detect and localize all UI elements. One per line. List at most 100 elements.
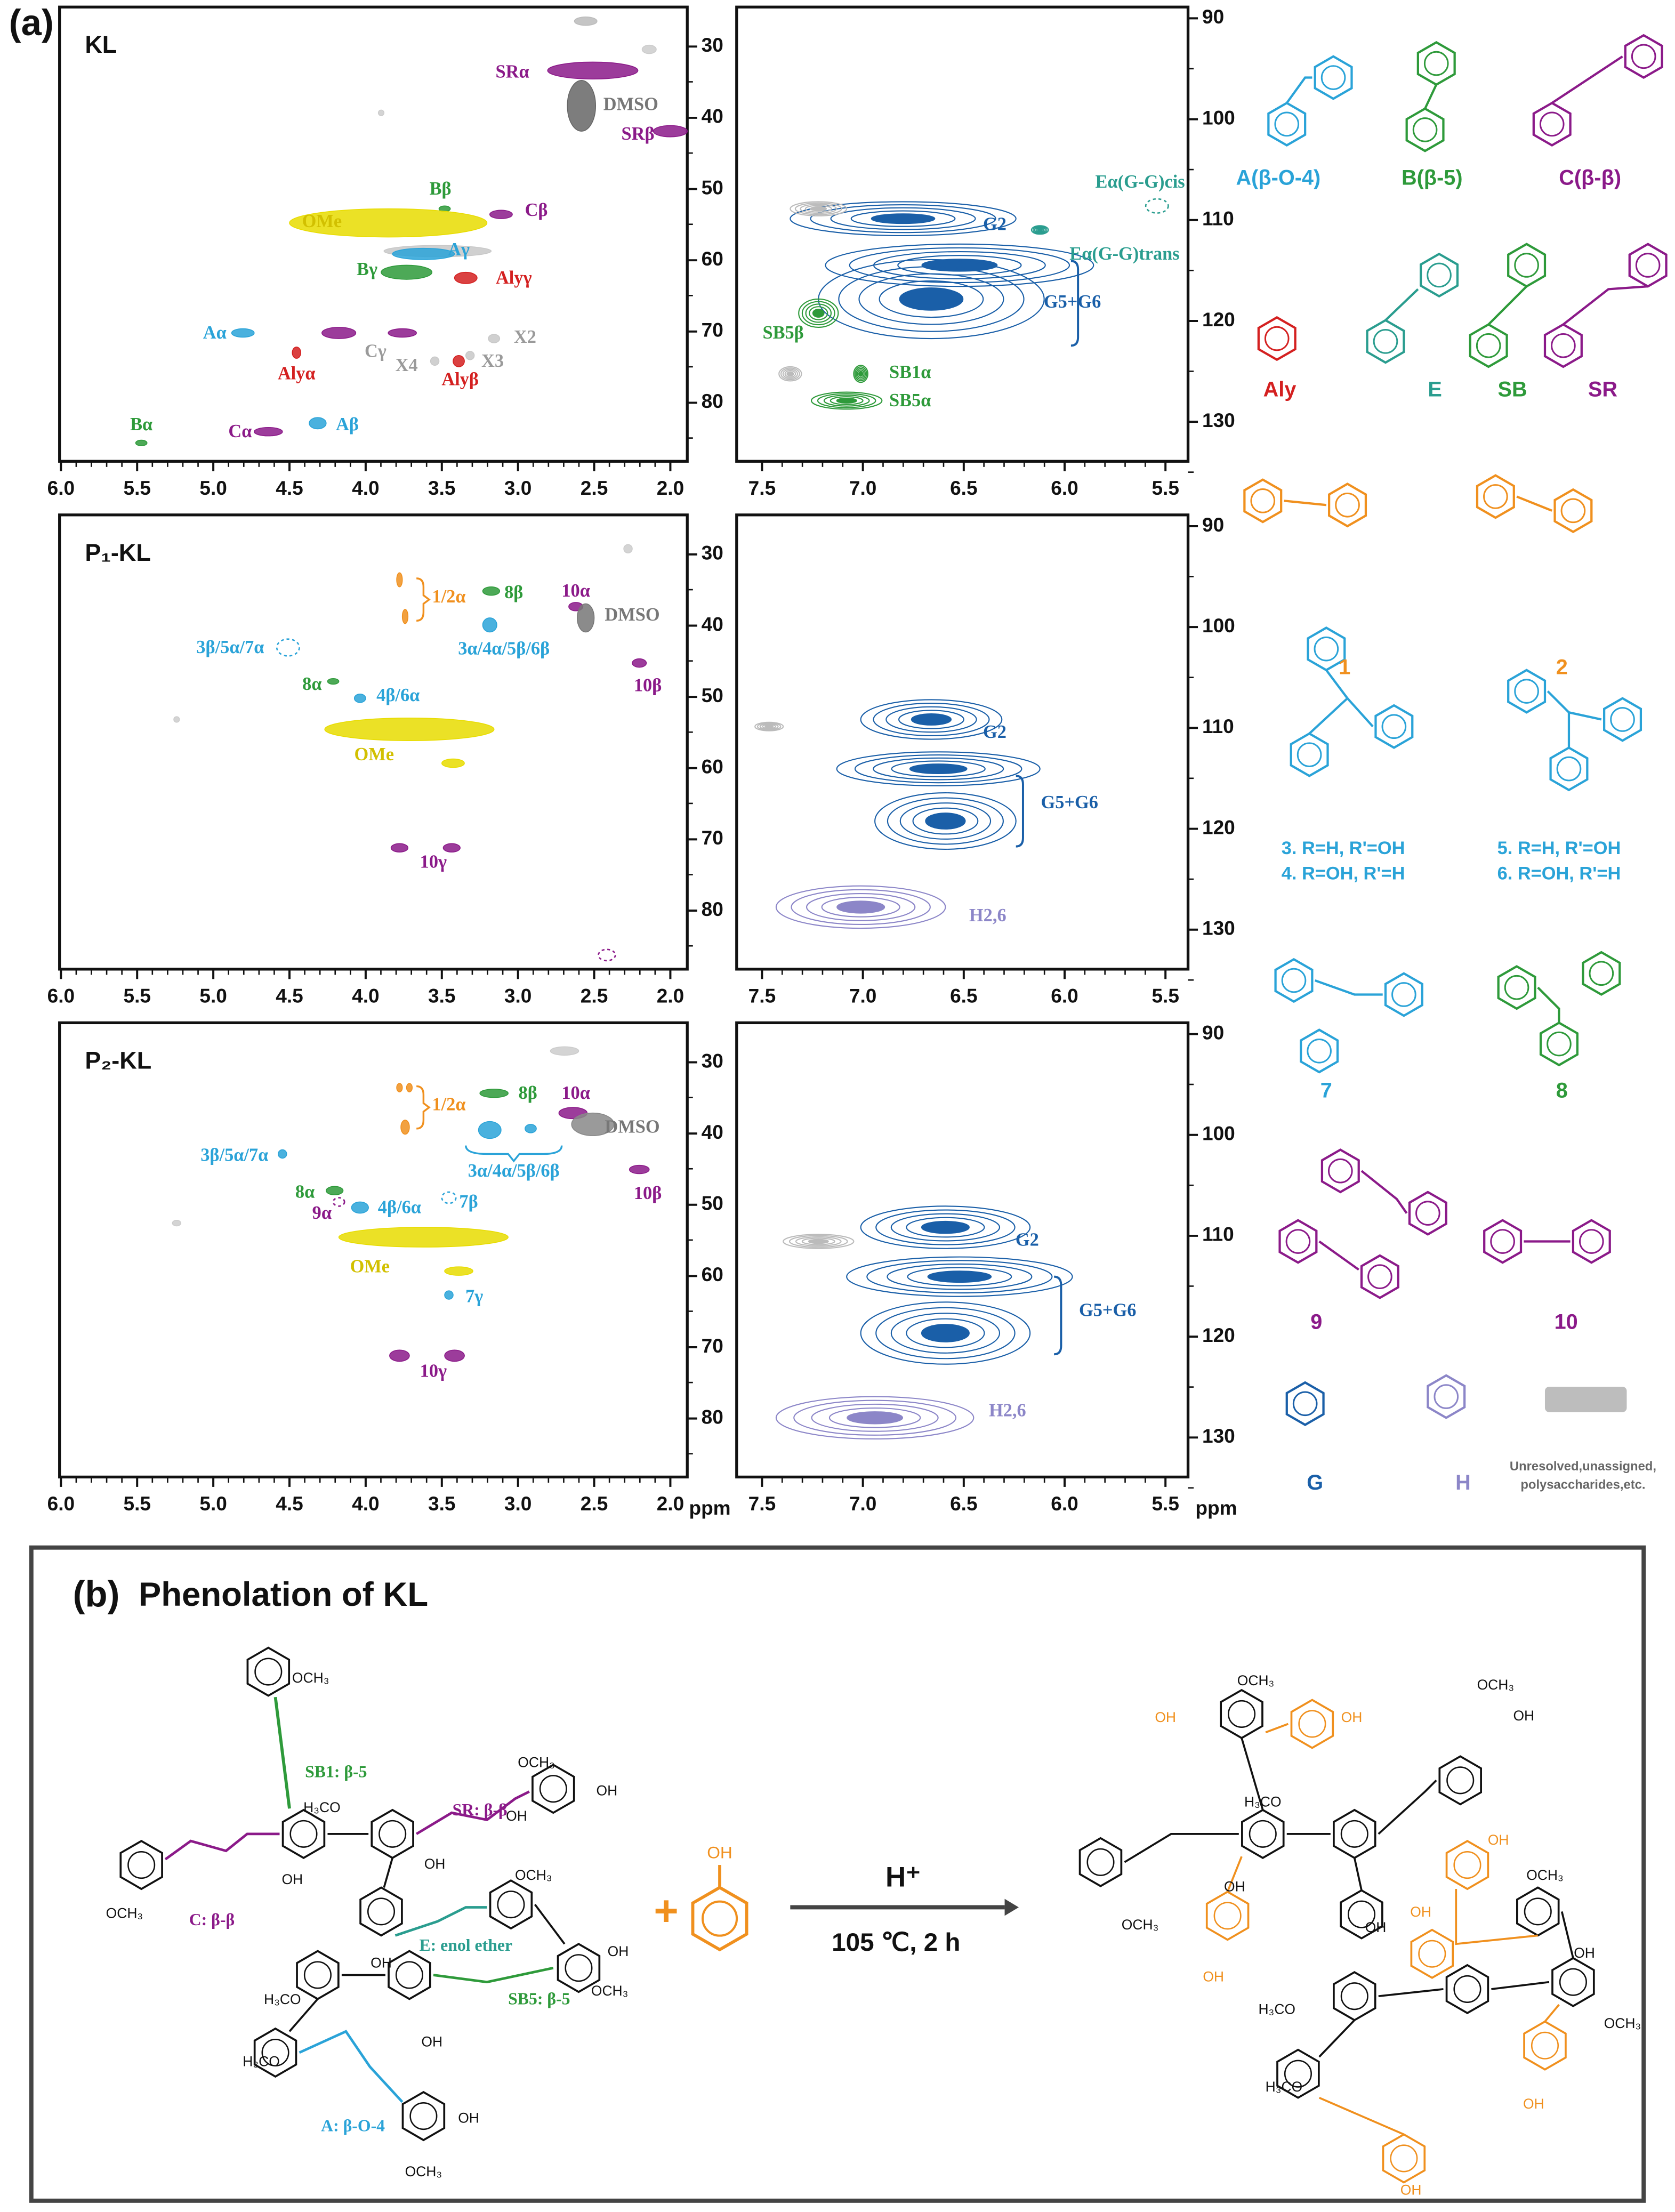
x-tick-label: 6.0 [1051,1492,1078,1515]
ring [1572,1219,1611,1264]
contour [1145,198,1169,214]
bond [394,1906,487,1937]
sample-name: P₁-KL [85,539,151,566]
structure-note: 6. R=OH, R'=H [1497,864,1621,884]
x-tick-label: 5.5 [1151,477,1179,499]
x-tick-label: 2.5 [581,1492,608,1515]
bond [1226,1856,1243,1893]
peak-label: Cγ [365,341,386,361]
spectrum-frame [58,1021,689,1479]
ring [1476,474,1515,519]
ring [1340,1889,1383,1940]
structure-label: 7 [1320,1079,1332,1103]
contour [571,1112,615,1136]
peak-label: H2,6 [969,905,1006,926]
substituent: H₃CO [1244,1794,1282,1810]
substituent: H₃CO [1258,2001,1295,2017]
contour [828,1407,921,1428]
substituent: OH [421,2033,442,2049]
x-tick-label: 6.5 [950,1492,977,1515]
conditions: 105 ℃, 2 h [832,1928,960,1957]
substituent: OH [1523,2096,1544,2112]
ring-inner [1547,1031,1572,1057]
ring [1438,1755,1482,1806]
ring [691,1886,748,1952]
x-tick-label: 7.0 [849,477,876,499]
ring-inner [1390,2144,1418,2173]
ring-inner [379,1820,407,1848]
structure-label: G [1307,1471,1323,1494]
contour [547,61,639,79]
contour [817,393,876,408]
ring-inner [1347,1900,1376,1928]
ring [1551,1957,1595,2007]
bond [1360,1170,1408,1214]
structure-label: C(β-β) [1559,166,1621,190]
bond [1124,1833,1239,1863]
structure-label: 2 [1556,656,1568,679]
contour [1030,225,1049,235]
peak-label: Cα [228,421,252,441]
y-tick-label: 130 [1202,409,1235,431]
contour [482,586,501,596]
contour [897,255,1022,276]
structure-label: H [1455,1471,1471,1494]
ring [253,2027,297,2078]
contour [847,1411,904,1425]
ring [1220,1688,1263,1740]
ring-inner [1335,492,1360,518]
x-tick-label: 3.5 [428,477,455,499]
ring [1553,488,1593,534]
x-tick-label: 5.5 [123,1492,150,1515]
x-tick-label: 6.5 [950,477,977,499]
bond [1544,2004,1560,2022]
substituent: OH [1410,1904,1431,1920]
contour [798,298,839,328]
peak-label: Bα [130,414,152,435]
contour [453,355,465,367]
structure-label: SR [1588,377,1617,401]
x-tick-label: 7.5 [748,477,776,499]
ring-inner [1446,1766,1475,1795]
spectrum-frame [735,1021,1190,1479]
ring-inner [1213,1902,1242,1930]
contour [567,80,596,132]
contour [846,1256,1073,1297]
contour [326,1186,344,1195]
arrow-head [1004,1899,1019,1916]
y-tick-label: 100 [1202,1122,1235,1145]
substituent: OCH₃ [591,1983,629,1999]
y-tick-label: 110 [1202,1223,1234,1245]
contour [550,1046,579,1056]
contour [836,751,1041,786]
bracket [1054,1275,1062,1356]
contour [764,725,774,728]
x-tick-label: 5.0 [199,985,227,1007]
ring [1241,1808,1285,1859]
spectrum-frame [735,513,1190,971]
x-tick-label: 5.5 [123,985,150,1007]
ring-inner [409,2102,438,2130]
x-tick-label: 5.0 [199,477,227,499]
contour [887,797,1004,845]
y-tick-label: 130 [1202,917,1235,939]
y-tick-label: 120 [1202,816,1235,838]
ring [388,1950,431,2000]
ring [1405,107,1445,152]
y-tick-label: 90 [1202,1021,1224,1043]
ring [557,1943,601,1993]
y-tick-label: 30 [702,1049,723,1072]
peak-label: Eα(G-G)trans [1069,244,1179,264]
contour [836,900,885,914]
peak-label: SB5β [762,323,803,343]
sample-name: P₂-KL [85,1047,151,1074]
plus-sign: + [654,1887,678,1935]
contour [791,889,931,926]
y-tick-label: 40 [702,105,723,127]
contour [775,885,946,929]
contour [327,678,340,685]
x-tick-label: 4.0 [352,985,379,1007]
y-tick-label: 110 [1202,715,1234,737]
peak-label: Bβ [430,179,452,199]
